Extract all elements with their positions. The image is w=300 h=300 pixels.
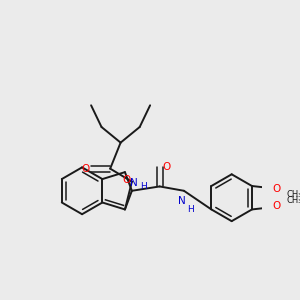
Text: O: O <box>272 201 281 211</box>
Text: O: O <box>123 175 131 185</box>
Text: O: O <box>272 184 281 194</box>
Text: N: N <box>178 196 186 206</box>
Text: N: N <box>130 178 137 188</box>
Text: CH₃: CH₃ <box>287 196 300 205</box>
Text: H: H <box>140 182 146 190</box>
Text: O: O <box>82 164 90 174</box>
Text: H: H <box>187 206 194 214</box>
Text: O: O <box>163 162 171 172</box>
Text: CH₃: CH₃ <box>287 190 300 199</box>
